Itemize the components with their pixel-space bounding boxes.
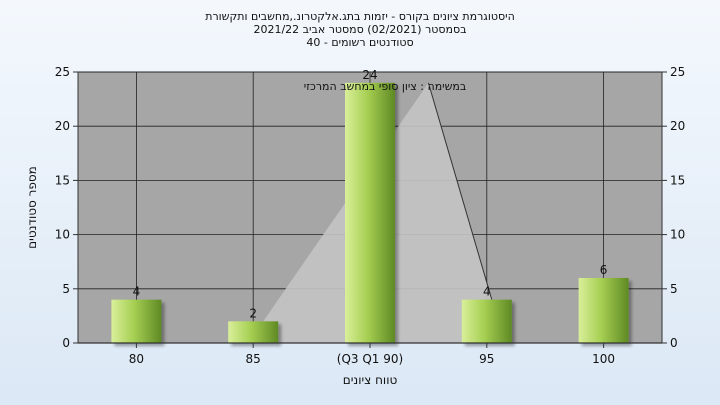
x-tick-label: (Q3 Q1 90) [337, 352, 403, 366]
y-tick-label-right: 25 [670, 65, 685, 79]
y-axis-label: מספר סטודנטים [25, 166, 39, 249]
y-tick-label-left: 10 [55, 228, 70, 242]
y-tick-label-right: 10 [670, 228, 685, 242]
y-tick-label-left: 25 [55, 65, 70, 79]
distribution-curve-line [427, 82, 493, 300]
bar-80 [111, 299, 162, 343]
data-label: 4 [133, 285, 141, 299]
bar-85 [228, 321, 279, 343]
x-tick-label: 100 [592, 352, 615, 366]
plot-annotation: במשימה : ציון סופי במחשב המרכזי [304, 80, 467, 93]
bar-Q3-Q1-90 [345, 82, 395, 343]
x-tick-label: 95 [479, 352, 494, 366]
bar-95 [461, 299, 512, 343]
y-tick-label-right: 20 [670, 119, 685, 133]
y-tick-label-right: 0 [670, 336, 678, 350]
data-label: 2 [249, 306, 257, 320]
data-label: 6 [600, 263, 608, 277]
y-tick-label-right: 5 [670, 282, 678, 296]
x-axis-label: טווח ציונים [343, 373, 398, 387]
bar-100 [578, 277, 629, 343]
chart-title-line-2: בסמסטר (02/2021) סמסטר אביב 2021/22 [253, 23, 467, 36]
x-tick-label: 85 [246, 352, 261, 366]
chart-title: היסטוגרמת ציונים בקורס - יזמות בתג.אלקטר… [0, 10, 720, 49]
y-tick-label-left: 0 [62, 336, 70, 350]
x-tick-label: 80 [129, 352, 144, 366]
data-label: 4 [483, 285, 491, 299]
data-label: 24 [362, 68, 377, 82]
chart-title-line-1: היסטוגרמת ציונים בקורס - יזמות בתג.אלקטר… [205, 10, 515, 23]
y-tick-label-right: 15 [670, 173, 685, 187]
y-tick-label-left: 5 [62, 282, 70, 296]
chart-title-line-3: סטודנטים רשומים - 40 [306, 36, 414, 49]
y-tick-label-left: 15 [55, 173, 70, 187]
y-tick-label-left: 20 [55, 119, 70, 133]
